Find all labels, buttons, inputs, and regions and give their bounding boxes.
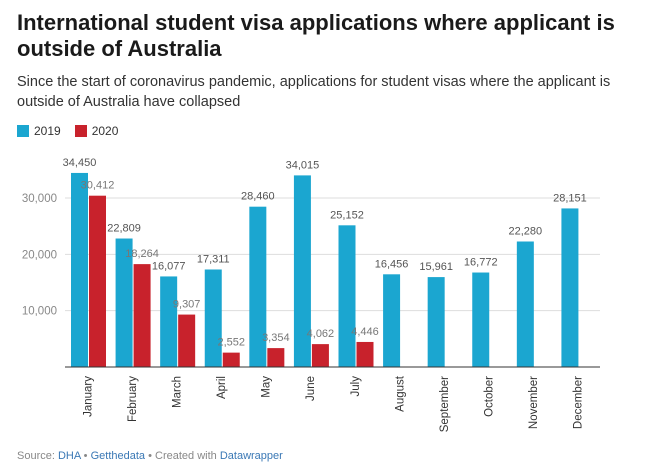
bar-2020 bbox=[133, 264, 151, 367]
bar-2019 bbox=[204, 269, 222, 367]
separator-2: • bbox=[148, 450, 152, 462]
bar-2019 bbox=[516, 241, 534, 367]
datawrapper-link[interactable]: Datawrapper bbox=[219, 450, 283, 462]
value-label-2019: 34,450 bbox=[63, 157, 97, 169]
value-label-2019: 28,460 bbox=[241, 191, 275, 203]
bar-2020 bbox=[222, 352, 240, 367]
value-label-2019: 34,015 bbox=[286, 159, 320, 171]
x-tick-label: January bbox=[82, 376, 94, 417]
legend: 2019 2020 bbox=[17, 124, 118, 138]
value-label-2020: 2,552 bbox=[217, 337, 245, 349]
legend-item-2020: 2020 bbox=[74, 124, 119, 138]
x-tick-label: April bbox=[216, 376, 228, 399]
value-label-2019: 15,961 bbox=[419, 261, 453, 273]
x-tick-label: March bbox=[171, 376, 183, 408]
x-tick-label: December bbox=[573, 376, 585, 429]
legend-item-2019: 2019 bbox=[17, 124, 61, 138]
source-link-getthedata[interactable]: Getthedata bbox=[90, 450, 146, 462]
bar-2020 bbox=[89, 195, 106, 367]
bar-2019 bbox=[293, 175, 311, 367]
value-label-2019: 16,456 bbox=[375, 258, 409, 270]
legend-swatch-2019 bbox=[17, 125, 29, 137]
value-label-2020: 18,264 bbox=[125, 248, 159, 260]
x-tick-label: May bbox=[261, 376, 273, 398]
bar-2020 bbox=[356, 341, 374, 367]
value-label-2020: 3,354 bbox=[262, 332, 290, 344]
value-label-2019: 17,311 bbox=[197, 253, 230, 265]
x-tick-label: August bbox=[394, 375, 406, 412]
bar-2019 bbox=[561, 208, 579, 367]
separator-1: • bbox=[83, 450, 88, 462]
bar-2020 bbox=[267, 348, 285, 367]
value-label-2019: 28,151 bbox=[553, 192, 587, 204]
x-tick-label: June bbox=[305, 376, 317, 401]
bar-2019 bbox=[249, 206, 267, 367]
y-tick-label: 10,000 bbox=[22, 306, 57, 318]
y-tick-label: 30,000 bbox=[22, 193, 57, 205]
value-label-2019: 25,152 bbox=[330, 209, 364, 221]
bar-2020 bbox=[178, 314, 196, 367]
bar-2019 bbox=[472, 272, 490, 367]
chart-title: International student visa applications … bbox=[17, 10, 615, 61]
legend-label-2019: 2019 bbox=[34, 124, 61, 138]
value-label-2019: 16,077 bbox=[152, 260, 186, 272]
value-label-2020: 30,412 bbox=[81, 180, 115, 192]
value-label-2019: 22,809 bbox=[107, 223, 141, 235]
legend-label-2020: 2020 bbox=[91, 124, 119, 138]
x-tick-label: February bbox=[127, 376, 139, 422]
x-tick-label: November bbox=[528, 376, 540, 429]
source-link-dha[interactable]: DHA bbox=[57, 450, 81, 462]
value-label-2020: 4,446 bbox=[351, 326, 379, 338]
value-label-2019: 16,772 bbox=[464, 257, 498, 269]
footer: Source: DHA • Getthedata • Created with … bbox=[17, 450, 283, 462]
x-tick-label: July bbox=[350, 376, 362, 397]
source-label: Source: bbox=[17, 450, 55, 462]
bar-2019 bbox=[71, 172, 88, 367]
chart-subtitle: Since the start of coronavirus pandemic,… bbox=[17, 74, 611, 110]
bar-2019 bbox=[383, 274, 401, 367]
bar-2019 bbox=[338, 225, 356, 367]
y-tick-label: 20,000 bbox=[22, 249, 57, 261]
bar-2019 bbox=[427, 277, 445, 367]
value-label-2020: 9,307 bbox=[173, 299, 201, 311]
x-tick-label: September bbox=[439, 376, 451, 432]
legend-swatch-2020 bbox=[74, 125, 87, 137]
x-tick-label: October bbox=[484, 376, 496, 417]
value-label-2020: 4,062 bbox=[307, 328, 335, 340]
bar-2020 bbox=[311, 344, 329, 367]
value-label-2019: 22,280 bbox=[509, 225, 543, 237]
bar-2019 bbox=[160, 276, 178, 367]
bar-2019 bbox=[115, 238, 133, 367]
created-with-label: Created with bbox=[155, 450, 217, 462]
